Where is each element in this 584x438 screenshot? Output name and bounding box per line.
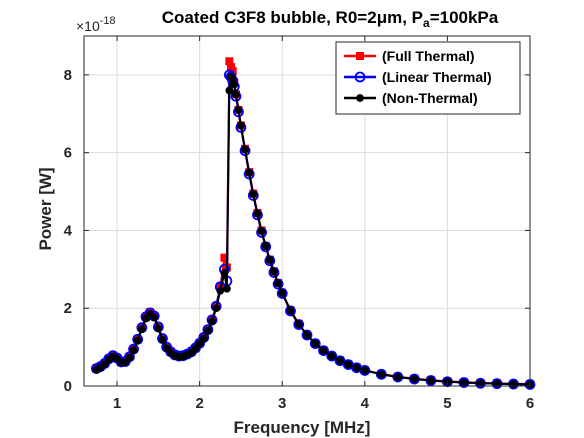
data-point: [261, 242, 270, 250]
data-point: [301, 329, 313, 341]
data-point: [285, 305, 296, 317]
x-tick-label: 6: [526, 395, 534, 412]
data-point: [377, 370, 386, 379]
data-point: [327, 352, 336, 360]
legend-label: (Full Thermal): [382, 48, 475, 64]
data-point: [359, 365, 371, 376]
y-tick-label: 4: [64, 222, 73, 239]
data-point: [230, 80, 239, 89]
data-point: [232, 90, 240, 99]
legend-entry: (Non-Thermal): [344, 90, 478, 106]
data-point: [352, 363, 361, 372]
data-point: [334, 355, 346, 367]
data-point: [150, 313, 159, 322]
data-point: [234, 105, 243, 114]
y-axis-multiplier: ×10-18: [76, 15, 116, 34]
data-point: [133, 336, 142, 345]
legend-entry: (Linear Thermal): [344, 69, 492, 85]
data-point: [476, 379, 485, 388]
legend: (Full Thermal) (Linear Thermal) (Non-Therm…: [335, 41, 521, 115]
data-point: [216, 286, 225, 295]
x-tick-label: 2: [195, 395, 203, 412]
data-point: [154, 324, 163, 333]
data-point: [309, 338, 321, 350]
y-tick-label: 6: [64, 145, 72, 162]
data-point: [286, 306, 295, 315]
data-point: [326, 350, 338, 362]
legend-marker: [356, 94, 364, 102]
x-tick-label: 5: [443, 395, 451, 412]
data-point: [336, 356, 344, 365]
legend-marker: [354, 71, 366, 83]
axes-box: [83, 35, 531, 387]
data-point: [225, 86, 234, 95]
legend-label: (Linear Thermal): [382, 69, 492, 85]
data-point: [199, 334, 208, 343]
x-tick-label: 3: [278, 395, 286, 412]
data-point: [293, 319, 305, 330]
mu-symbol: μ: [377, 8, 387, 27]
data-point: [253, 209, 262, 218]
data-point: [158, 335, 167, 344]
data-point: [393, 373, 402, 381]
series-layer: [90, 57, 536, 390]
data-point: [344, 360, 353, 369]
x-axis-label: Frequency [MHz]: [234, 418, 371, 437]
legend-entry: (Full Thermal): [344, 48, 475, 64]
chart-title: Coated C3F8 bubble, R0=2μm, Pa=100kPa: [162, 8, 499, 30]
data-point: [195, 340, 204, 348]
data-point: [129, 346, 138, 355]
data-point: [460, 378, 468, 387]
axes-frame: [83, 35, 531, 387]
data-point: [203, 326, 212, 335]
tick-labels: 1 2 3 4 5 6 0 2 4 6 8: [64, 67, 535, 412]
data-point: [208, 317, 216, 326]
data-point: [318, 345, 329, 357]
data-point: [360, 366, 369, 375]
data-point: [249, 190, 258, 199]
data-point: [265, 256, 274, 264]
series-3: [92, 72, 534, 389]
data-point: [493, 379, 501, 388]
data-point: [319, 346, 328, 355]
y-tick-label: 8: [64, 67, 72, 84]
data-point: [276, 288, 288, 299]
title-subscript: a: [423, 16, 430, 30]
x-tick-label: 4: [361, 395, 370, 412]
data-point: [294, 320, 303, 329]
data-point: [278, 289, 287, 297]
x-tick-label: 1: [113, 395, 121, 412]
y-axis-label: Power [W]: [36, 167, 55, 250]
data-point: [222, 284, 231, 293]
data-point: [426, 376, 435, 385]
data-point: [137, 325, 146, 334]
legend-label: (Non-Thermal): [382, 90, 478, 106]
data-point: [274, 279, 282, 288]
data-point: [303, 331, 311, 339]
data-point: [125, 353, 134, 362]
data-point: [257, 227, 266, 236]
data-point: [220, 269, 229, 278]
legend-marker: [356, 52, 364, 60]
data-point: [241, 145, 249, 154]
y-tick-label: 0: [64, 378, 72, 395]
data-point: [212, 304, 221, 313]
data-point: [410, 375, 419, 383]
data-point: [270, 267, 278, 276]
data-point: [311, 339, 320, 348]
y-tick-label: 2: [64, 300, 72, 317]
data-point: [245, 168, 254, 177]
data-point: [237, 121, 245, 130]
